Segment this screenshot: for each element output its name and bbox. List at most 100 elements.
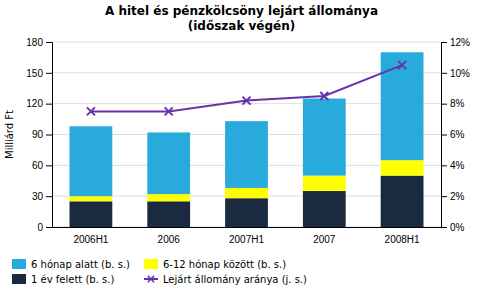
bar [147,201,190,227]
tick: 2006H1 [73,234,108,245]
subtitle: (időszak végén) [188,19,296,33]
legend-label: 6-12 hónap között (b. s.) [163,259,286,270]
tick: 90 [32,129,52,140]
tick: 2008H1 [385,234,420,245]
bar [303,176,346,191]
tick: 30 [32,191,52,202]
tick-mark [46,227,52,228]
tick: 120 [26,98,52,109]
tick-label: 0 [37,222,43,233]
tick: 2007 [313,234,336,245]
bar [225,188,268,198]
tick-mark [441,104,447,105]
tick: 2% [441,191,465,202]
legend: 6 hónap alatt (b. s.) 6-12 hónap között (… [12,259,307,285]
tick-label: 2006H1 [73,234,108,245]
axis-line [53,227,442,228]
tick-mark [441,73,447,74]
marker [398,61,406,69]
tick: 180 [26,37,52,48]
y2-axis: 0% 2% 4% 6% 8% 10% 12% [441,37,470,233]
axis-title: Milliárd Ft [4,110,15,159]
tick-label: 2007 [313,234,336,245]
tick-label: 4% [450,160,465,171]
bar [381,52,424,160]
tick-label: 2006 [158,234,181,245]
legend-label: 1 év felett (b. s.) [31,274,114,285]
chart: A hitel és pénzkölcsöny lejárt állománya… [0,0,483,291]
legend-swatch [12,259,26,269]
tick-mark [441,196,447,197]
bar [70,126,113,196]
tick-label: 12% [450,37,470,48]
grid-line [52,42,441,43]
legend-marker [148,276,154,282]
bar [381,160,424,175]
line [91,65,402,111]
legend-label: 6 hónap alatt (b. s.) [31,259,130,270]
tick: 4% [441,160,465,171]
tick-label: 90 [32,129,44,140]
tick-label: 8% [450,98,465,109]
tick: 8% [441,98,465,109]
bar [303,191,346,227]
tick: 2007H1 [229,234,264,245]
marker [87,107,95,115]
tick-label: 2% [450,191,465,202]
tick-mark [441,165,447,166]
tick-label: 180 [26,37,43,48]
tick-mark [46,42,52,43]
bar [303,99,346,176]
tick: 150 [26,68,52,79]
line-series [87,61,406,115]
tick-label: 150 [26,68,43,79]
tick-label: 2008H1 [385,234,420,245]
bar [147,132,190,194]
grid [52,42,441,227]
x-axis: 2006H1 2006 2007H1 2007 2008H1 [53,228,442,246]
bar [70,201,113,227]
marker [320,92,328,100]
legend-label: Lejárt állomány aránya (j. s.) [163,274,307,285]
plot-area [70,52,424,227]
bar-series [70,52,424,196]
bar [147,194,190,201]
tick: 0 [37,222,52,233]
bar [70,196,113,201]
legend-swatch [12,274,26,284]
legend-item: 6-12 hónap között (b. s.) [144,259,286,270]
tick: 60 [32,160,52,171]
tick: 12% [441,37,470,48]
legend-swatch [144,259,158,269]
tick-label: 0% [450,222,465,233]
tick: 10% [441,68,470,79]
bar [225,198,268,227]
marker [243,97,251,105]
tick-label: 30 [32,191,44,202]
tick-label: 6% [450,129,465,140]
tick: 6% [441,129,465,140]
legend-item: 1 év felett (b. s.) [12,274,114,285]
tick-mark [46,104,52,105]
legend-item: Lejárt állomány aránya (j. s.) [144,274,307,285]
tick-label: 10% [450,68,470,79]
tick-label: 60 [32,160,44,171]
marker [165,107,173,115]
tick: 0% [441,222,465,233]
axis-line [442,43,448,228]
tick-mark [441,227,447,228]
title: A hitel és pénzkölcsöny lejárt állománya [105,4,378,18]
tick-mark [46,196,52,197]
tick-mark [46,165,52,166]
tick-mark [46,135,52,136]
tick-mark [441,135,447,136]
y-axis: 0 30 60 90 120 150 180 [26,37,52,233]
bar [225,121,268,188]
tick-mark [46,73,52,74]
legend-item: 6 hónap alatt (b. s.) [12,259,130,270]
axis-line [46,43,53,228]
tick-label: 120 [26,98,43,109]
bar [381,176,424,227]
tick-mark [441,42,447,43]
tick: 2006 [158,234,181,245]
